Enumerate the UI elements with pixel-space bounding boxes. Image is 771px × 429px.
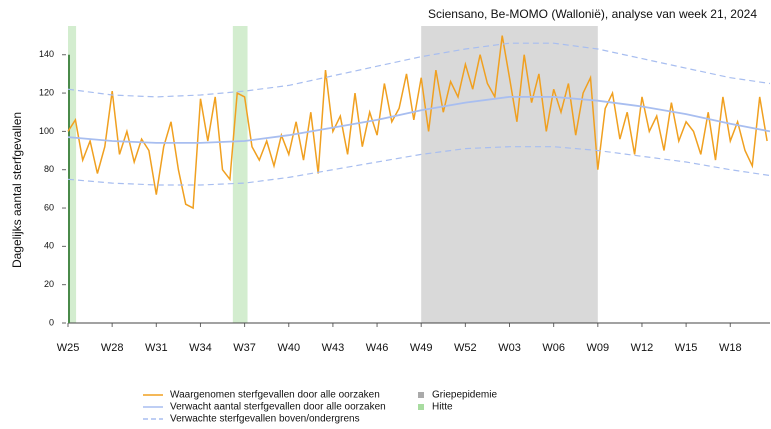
x-tick-label: W46 [366,342,389,354]
legend-label: Waargenomen sterfgevallen door alle oorz… [170,390,380,401]
shaded-span [68,26,77,323]
y-tick-label: 140 [39,49,54,59]
x-tick-label: W40 [277,342,300,354]
y-tick-label: 40 [44,241,54,251]
legend-label: Griepepidemie [432,390,497,401]
y-tick-label: 0 [49,317,54,327]
legend-swatch [418,404,424,410]
x-tick-label: W15 [675,342,698,354]
series-line [67,96,771,144]
legend-swatch [418,392,424,398]
chart-title: Sciensano, Be-MOMO (Wallonië), analyse v… [428,7,757,21]
x-tick-label: W12 [631,342,654,354]
bound-line [67,146,771,186]
x-tick-label: W09 [586,342,609,354]
y-tick-label: 60 [44,202,54,212]
y-axis-label: Dagelijks aantal sterfgevallen [10,112,24,268]
shaded-span [421,26,598,323]
bound-line [67,42,771,98]
x-tick-label: W03 [498,342,521,354]
x-tick-label: W25 [57,342,80,354]
y-tick-label: 80 [44,164,54,174]
legend-label: Hitte [432,402,453,413]
legend-label: Verwachte sterfgevallen boven/ondergrens [170,414,360,425]
y-tick-label: 100 [39,126,54,136]
x-tick-label: W37 [233,342,256,354]
shaded-span [232,26,248,323]
x-tick-label: W49 [410,342,433,354]
x-tick-label: W18 [719,342,742,354]
series-line [67,35,768,210]
x-tick-label: W34 [189,342,212,354]
x-tick-label: W52 [454,342,477,354]
x-tick-label: W28 [101,342,124,354]
x-tick-label: W31 [145,342,168,354]
x-tick-label: W43 [322,342,345,354]
legend-label: Verwacht aantal sterfgevallen door alle … [170,402,386,413]
y-tick-label: 20 [44,279,54,289]
x-tick-label: W06 [542,342,565,354]
y-tick-label: 120 [39,87,54,97]
